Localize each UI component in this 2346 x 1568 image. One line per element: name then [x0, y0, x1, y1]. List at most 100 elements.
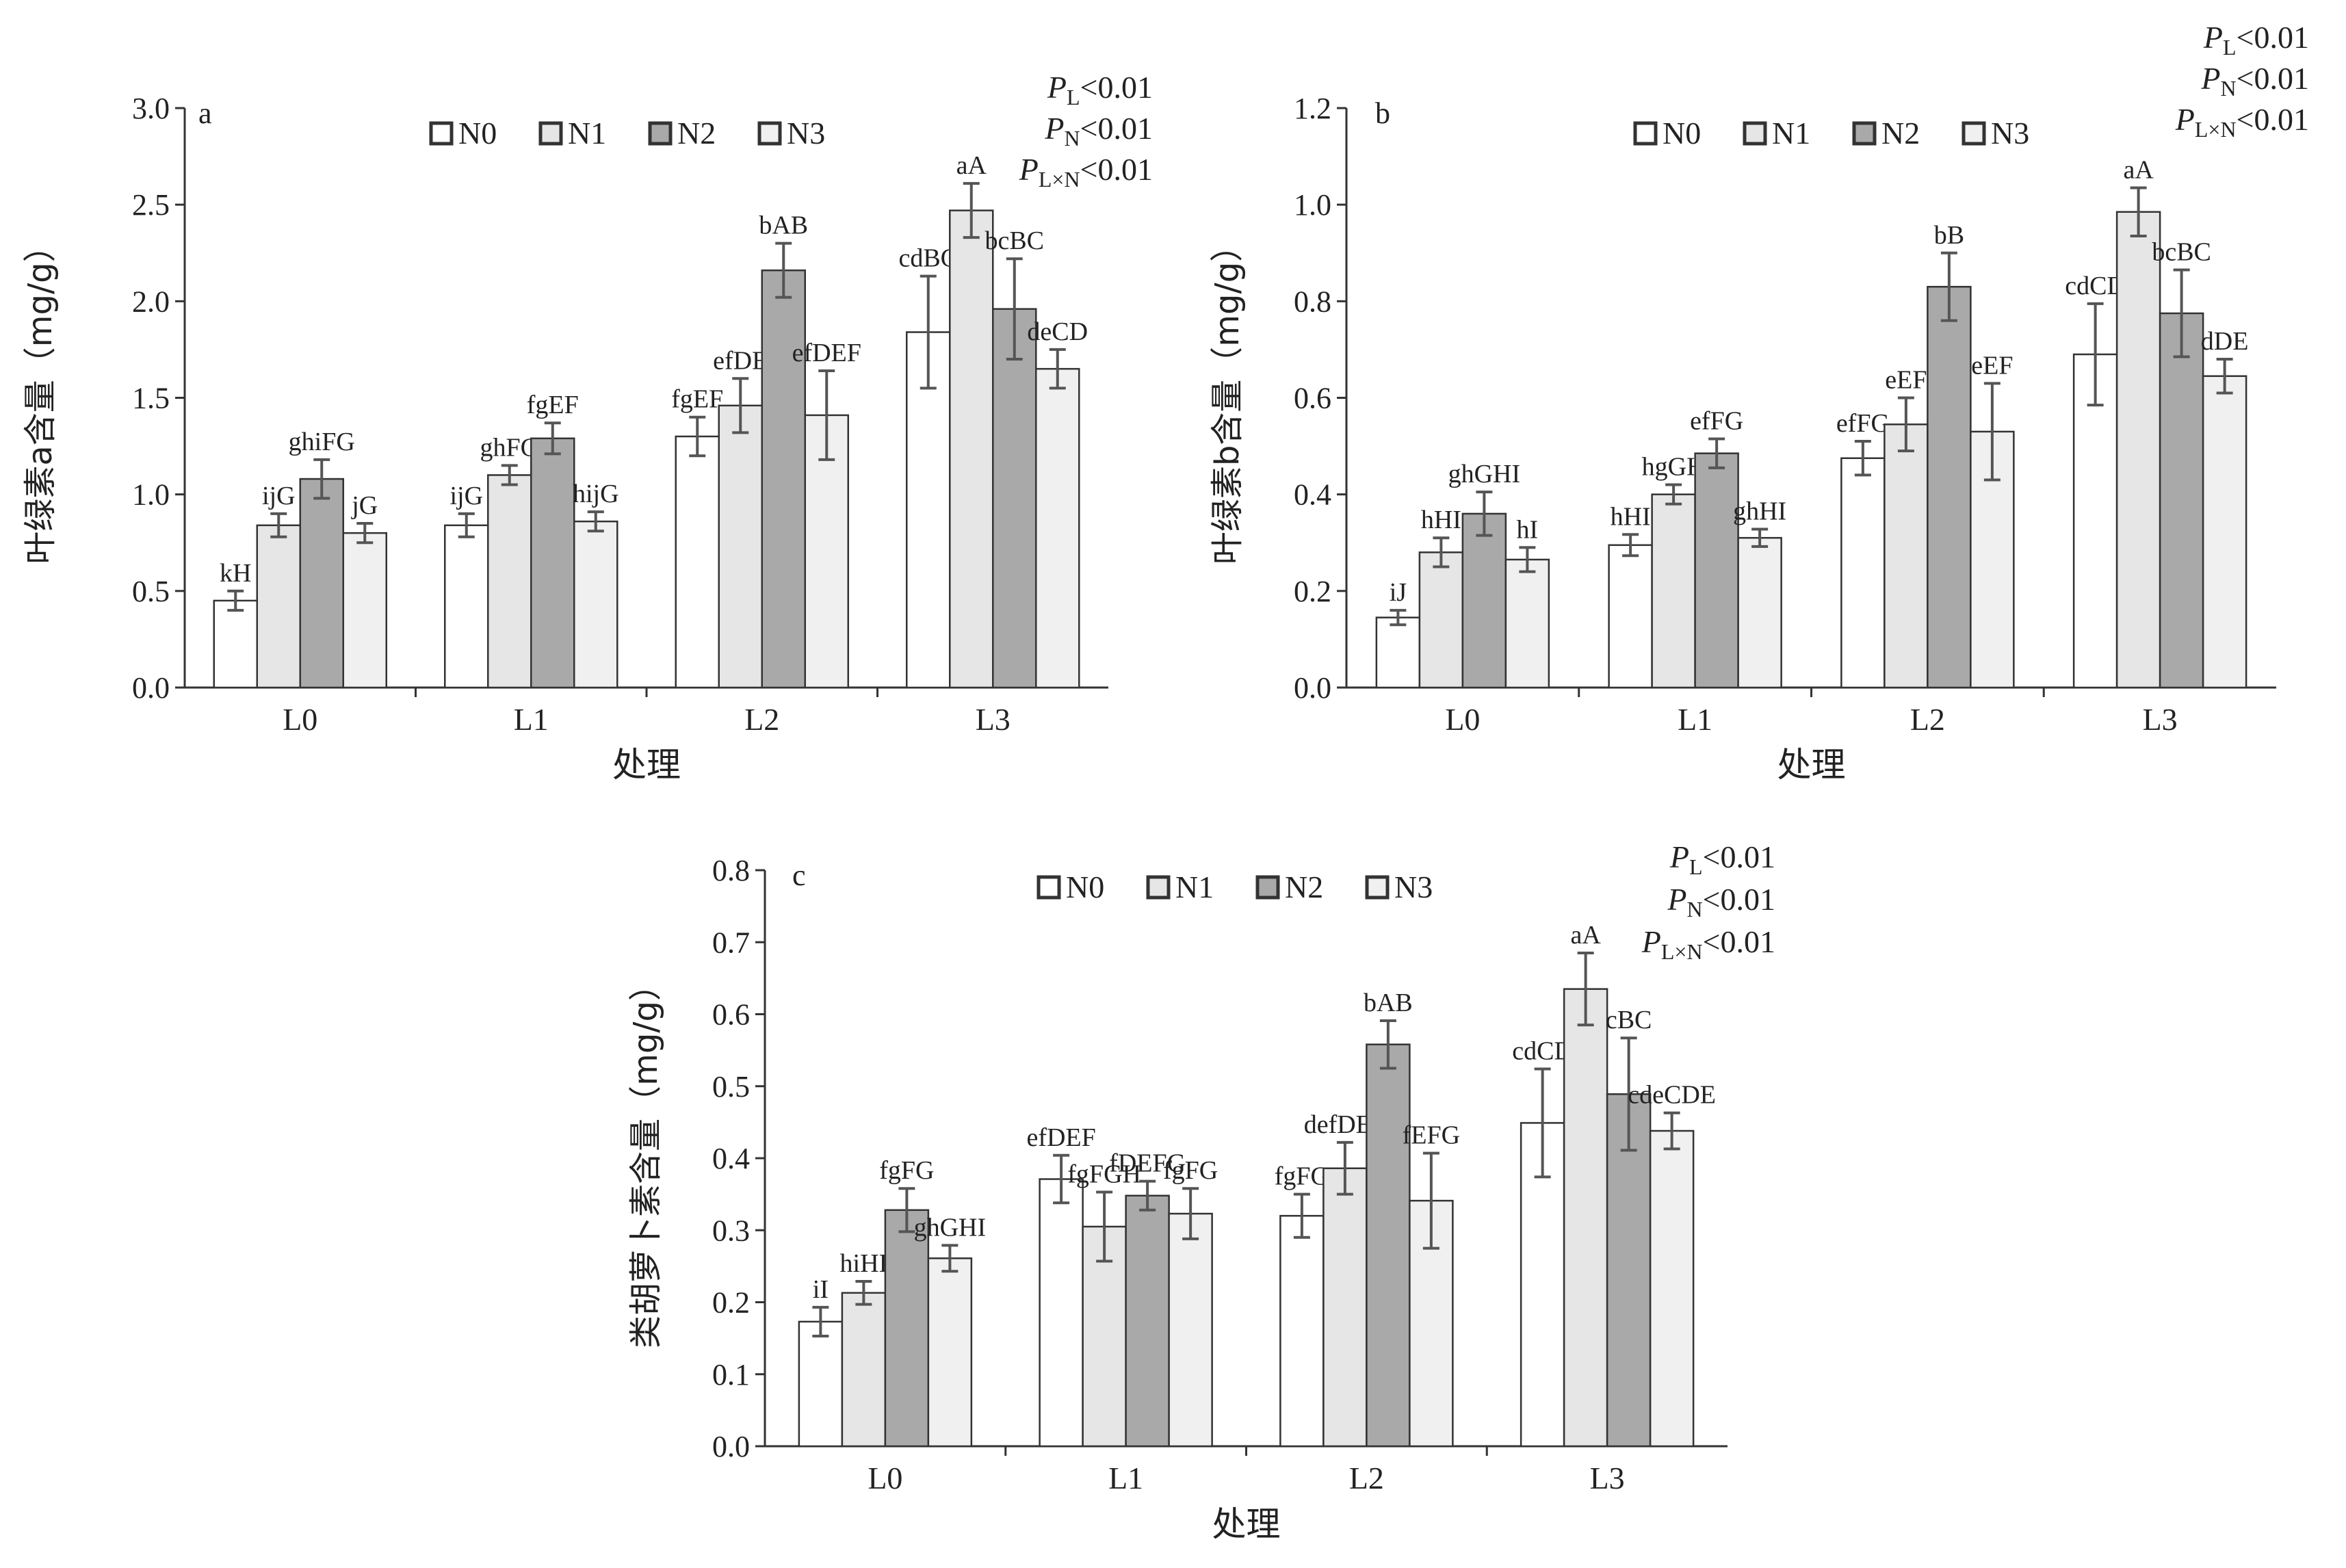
- significance-label: hiHI: [840, 1249, 888, 1278]
- y-tick-label: 0.1: [712, 1358, 750, 1391]
- x-tick-label: L1: [514, 702, 549, 737]
- significance-label: ijG: [262, 482, 296, 510]
- bar-N2-L3: [992, 308, 1037, 689]
- bar-N1-L0: [1418, 551, 1464, 689]
- y-tick-label: 0.0: [712, 1430, 750, 1463]
- y-tick-label: 0.8: [1294, 285, 1331, 318]
- bar-N3-L3: [2202, 375, 2247, 689]
- significance-label: eEF: [1971, 351, 2013, 380]
- p-value-annotation: PN<0.01: [1667, 882, 1775, 922]
- x-tick-label: L2: [1349, 1461, 1384, 1495]
- significance-label: efFG: [1836, 409, 1890, 438]
- legend-label-N1: N1: [1772, 116, 1810, 151]
- significance-label: fgFG: [879, 1156, 934, 1185]
- significance-label: bcBC: [2152, 237, 2211, 266]
- legend-label-N0: N0: [1663, 116, 1701, 151]
- p-value-annotation: PL×N<0.01: [2175, 102, 2309, 142]
- legend-swatch-N0: [1037, 875, 1061, 900]
- y-tick-label: 1.2: [1294, 92, 1331, 125]
- legend-label-N0: N0: [458, 116, 497, 151]
- significance-label: ghFG: [480, 433, 539, 462]
- y-axis-title: 叶绿素a含量（mg/g）: [21, 229, 60, 564]
- legend-label-N3: N3: [1394, 870, 1433, 904]
- significance-label: ghGHI: [1448, 460, 1521, 488]
- p-value-annotation: PL<0.01: [1669, 839, 1775, 879]
- bar-N1-L1: [1651, 493, 1696, 689]
- chart-panel-b: 0.0 0.2 0.4 0.6 0.8 1.0 1.2 L0 L1 L2 L3 iJ hHI efFG cd…: [1208, 20, 2309, 785]
- bar-N1-L2: [1322, 1167, 1368, 1448]
- legend-label-N2: N2: [1881, 116, 1920, 151]
- p-value-annotation: PL×N<0.01: [1641, 924, 1775, 964]
- bar-N2-L1: [1125, 1194, 1170, 1448]
- significance-label: fgFG: [1275, 1162, 1329, 1191]
- y-tick-label: 0.5: [132, 575, 170, 608]
- significance-label: cdCD: [2065, 272, 2126, 300]
- x-tick-label: L1: [1678, 702, 1712, 737]
- significance-label: ghHI: [1733, 497, 1786, 525]
- bar-N0-L0: [798, 1320, 844, 1448]
- bar-N3-L0: [1504, 558, 1550, 689]
- chart-panel-c: 0.0 0.1 0.2 0.3 0.4 0.5 0.6 0.7 0.8 L0 L1 L2 L3 iI efD…: [627, 839, 1775, 1544]
- panel-letter: c: [792, 859, 806, 892]
- x-tick-label: L2: [744, 702, 779, 737]
- y-tick-label: 0.7: [712, 926, 750, 959]
- y-tick-label: 0.8: [712, 854, 750, 887]
- significance-label: hHI: [1421, 506, 1461, 534]
- bar-N1-L0: [841, 1292, 887, 1448]
- legend-label-N1: N1: [568, 116, 606, 151]
- bar-N2-L2: [1927, 285, 1972, 689]
- significance-label: bAB: [1364, 989, 1413, 1017]
- legend-label-N3: N3: [1991, 116, 2029, 151]
- significance-label: ghiFG: [289, 428, 355, 456]
- significance-label: eEF: [1885, 366, 1927, 395]
- significance-label: fgFGH: [1067, 1160, 1141, 1188]
- significance-label: fgFG: [1163, 1156, 1218, 1185]
- x-axis-title: 处理: [612, 745, 681, 785]
- y-tick-label: 0.0: [1294, 671, 1331, 705]
- p-value-annotation: PN<0.01: [1044, 111, 1153, 151]
- significance-label: hijG: [573, 480, 619, 508]
- significance-label: bAB: [759, 211, 808, 240]
- legend-label-N3: N3: [787, 116, 825, 151]
- x-tick-label: L2: [1910, 702, 1945, 737]
- significance-label: fgEF: [527, 391, 579, 419]
- legend-swatch-N0: [429, 121, 454, 146]
- significance-label: efFG: [1690, 406, 1743, 435]
- legend-swatch-N3: [757, 121, 782, 146]
- significance-label: cdBC: [898, 244, 958, 273]
- y-axis-title: 类胡萝卜素含量（mg/g）: [627, 968, 665, 1348]
- significance-label: bB: [1934, 221, 1964, 250]
- legend-swatch-N2: [1852, 121, 1877, 146]
- significance-label: efDE: [713, 346, 768, 375]
- significance-label: aA: [1570, 921, 1601, 950]
- bar-N1-L3: [949, 209, 994, 689]
- legend-swatch-N0: [1633, 121, 1658, 146]
- bar-N0-L1: [1039, 1178, 1084, 1448]
- bar-N2-L3: [2159, 312, 2204, 689]
- bar-N1-L2: [718, 404, 763, 689]
- significance-label: cBC: [1606, 1006, 1652, 1034]
- bar-N1-L0: [256, 524, 301, 689]
- significance-label: ghGHI: [914, 1213, 987, 1242]
- bar-N2-L0: [884, 1209, 930, 1448]
- legend-label-N2: N2: [1285, 870, 1323, 904]
- y-tick-label: 0.6: [1294, 382, 1331, 415]
- significance-label: fgEF: [671, 385, 723, 414]
- x-tick-label: L3: [976, 702, 1011, 737]
- bar-N0-L1: [1608, 544, 1653, 689]
- x-tick-label: L0: [868, 1461, 902, 1495]
- x-tick-label: L0: [1445, 702, 1480, 737]
- p-value-annotation: PL<0.01: [1047, 70, 1153, 109]
- p-value-annotation: PL×N<0.01: [1019, 152, 1153, 192]
- significance-label: deCD: [1027, 317, 1088, 346]
- bar-N3-L3: [1035, 367, 1080, 689]
- significance-label: fDEFG: [1109, 1149, 1186, 1178]
- bar-N3-L1: [1737, 536, 1782, 689]
- x-tick-label: L3: [2143, 702, 2178, 737]
- bar-N1-L1: [487, 474, 532, 689]
- y-tick-label: 1.0: [1294, 188, 1331, 222]
- legend-swatch-N3: [1365, 875, 1390, 900]
- y-tick-label: 0.2: [712, 1286, 750, 1320]
